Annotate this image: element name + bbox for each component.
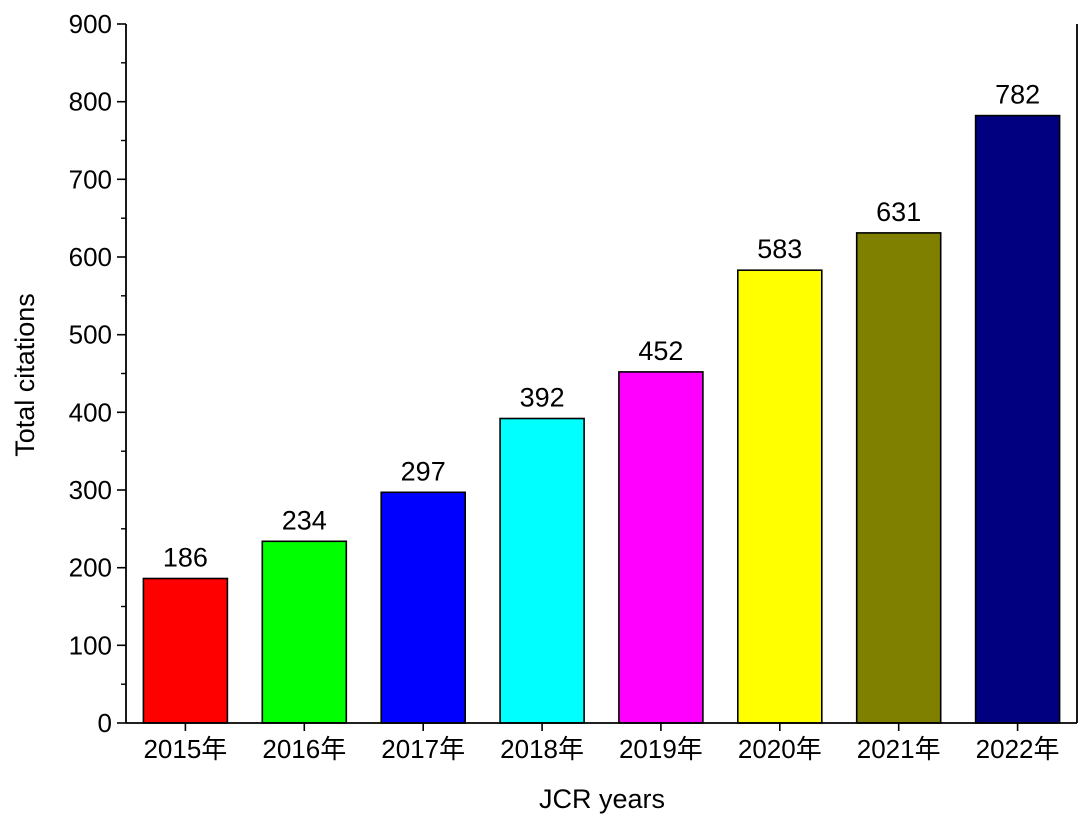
bar-6	[855, 232, 942, 724]
y-tick-label-8: 800	[69, 87, 112, 117]
bar-3	[499, 417, 585, 724]
x-tick-label-3: 2018年	[500, 734, 584, 764]
data-label-3: 392	[520, 383, 565, 413]
data-label-6: 631	[876, 197, 921, 227]
data-label-0: 186	[163, 543, 208, 573]
y-tick-label-7: 700	[69, 164, 112, 194]
x-tick-label-7: 2022年	[976, 734, 1060, 764]
axes-layer: 2015年 2016年 2017年 2018年 2019年 2020年 2021年 2022年…	[69, 9, 1078, 764]
bars-layer	[142, 114, 1061, 724]
y-tick-label-1: 100	[69, 630, 112, 660]
y-axis-title: Total citations	[10, 293, 40, 457]
data-labels-layer: 186 234 297 392 452 583 631 782	[163, 80, 1040, 573]
bar-0	[142, 577, 229, 724]
x-tick-label-6: 2021年	[857, 734, 941, 764]
data-label-4: 452	[638, 336, 683, 366]
y-tick-label-4: 400	[69, 397, 112, 427]
bar-7	[974, 114, 1061, 724]
y-tick-label-6: 600	[69, 242, 112, 272]
x-tick-label-5: 2020年	[738, 734, 822, 764]
data-label-5: 583	[757, 234, 802, 264]
data-label-7: 782	[995, 80, 1040, 110]
bar-5	[736, 269, 823, 724]
data-label-2: 297	[401, 456, 446, 486]
y-tick-label-9: 900	[69, 9, 112, 39]
bar-1	[261, 540, 348, 724]
bar-2	[380, 491, 467, 724]
x-axis-title: JCR years	[539, 784, 665, 814]
bar-4	[618, 371, 704, 724]
data-label-1: 234	[282, 505, 327, 535]
y-tick-label-5: 500	[69, 320, 112, 350]
y-tick-label-3: 300	[69, 475, 112, 505]
x-tick-label-0: 2015年	[143, 734, 227, 764]
x-tick-label-4: 2019年	[619, 734, 703, 764]
x-tick-label-1: 2016年	[262, 734, 346, 764]
x-tick-label-2: 2017年	[381, 734, 465, 764]
y-tick-label-0: 0	[98, 708, 112, 738]
y-tick-label-2: 200	[69, 553, 112, 583]
